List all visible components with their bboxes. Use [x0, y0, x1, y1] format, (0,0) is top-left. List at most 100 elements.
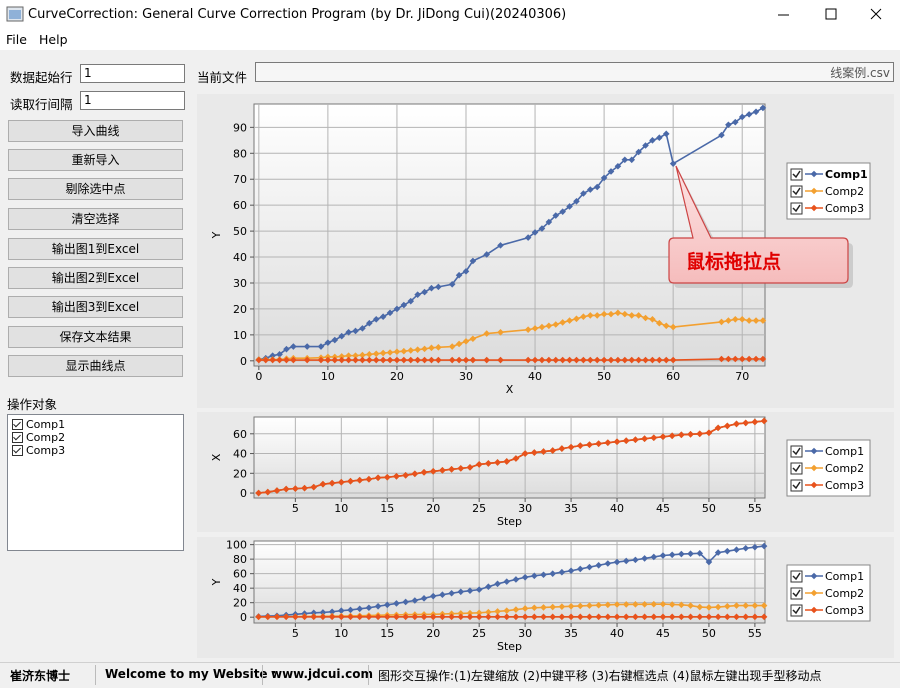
close-button[interactable]: [870, 8, 882, 20]
legend-entry[interactable]: Comp2: [790, 587, 864, 600]
data-point: [365, 475, 373, 483]
data-point: [483, 251, 491, 258]
data-point: [642, 314, 649, 322]
data-point: [407, 347, 415, 354]
data-point: [607, 168, 615, 175]
text-input[interactable]: 1: [80, 91, 185, 110]
y-axis-label: Y: [210, 231, 223, 239]
list-item[interactable]: Comp1: [12, 418, 65, 431]
button[interactable]: 剔除选中点: [8, 178, 183, 200]
data-point: [455, 340, 463, 348]
data-point: [393, 348, 401, 356]
data-point: [494, 608, 501, 615]
data-point: [586, 312, 594, 319]
data-point: [475, 461, 483, 468]
data-point: [356, 605, 363, 613]
data-point: [580, 356, 587, 364]
button[interactable]: 导入曲线: [8, 120, 183, 142]
x-tick-label: 30: [459, 370, 473, 383]
data-point: [668, 601, 676, 608]
data-point: [593, 312, 601, 319]
x-tick-label: 50: [702, 502, 716, 515]
data-point: [282, 613, 290, 621]
data-point: [567, 603, 575, 610]
data-point: [738, 113, 746, 121]
data-point: [567, 443, 575, 451]
data-point: [466, 609, 474, 617]
data-point: [614, 309, 622, 317]
data-point: [462, 338, 470, 345]
legend-entry[interactable]: Comp1: [790, 445, 864, 458]
data-point: [604, 613, 612, 621]
data-point: [649, 316, 656, 323]
data-point: [512, 455, 520, 462]
list-item[interactable]: Comp2: [12, 431, 65, 444]
button[interactable]: 显示曲线点: [8, 355, 183, 377]
data-point: [593, 356, 601, 364]
data-point: [531, 325, 539, 332]
data-point: [379, 313, 387, 321]
data-point: [462, 356, 470, 364]
status-link[interactable]: www.jdcui.com: [271, 667, 373, 681]
legend-check: [792, 606, 801, 615]
data-point: [558, 445, 566, 452]
data-point: [540, 571, 547, 579]
data-point: [649, 137, 656, 144]
data-point: [383, 613, 391, 621]
legend-entry[interactable]: Comp1: [790, 570, 864, 583]
data-point: [448, 280, 456, 288]
data-point: [600, 174, 608, 182]
list-item[interactable]: Comp3: [12, 444, 65, 457]
data-point: [462, 268, 470, 275]
data-point: [725, 121, 732, 129]
legend-entry[interactable]: Comp2: [790, 185, 864, 198]
data-point: [457, 588, 465, 596]
data-point: [393, 600, 400, 607]
data-point: [407, 297, 415, 305]
legend-check: [792, 170, 801, 179]
data-point: [269, 356, 276, 364]
data-point: [752, 355, 760, 363]
data-point: [521, 573, 529, 581]
data-point: [338, 613, 345, 621]
menu-item[interactable]: Help: [39, 32, 68, 47]
data-point: [429, 613, 437, 621]
legend-entry[interactable]: Comp1: [790, 168, 868, 181]
data-point: [366, 319, 373, 327]
button[interactable]: 输出图3到Excel: [8, 296, 183, 318]
button[interactable]: 保存文本结果: [8, 326, 183, 348]
text-input[interactable]: 1: [80, 64, 185, 83]
data-point: [586, 356, 594, 364]
menu-item[interactable]: File: [6, 32, 27, 47]
data-point: [531, 572, 538, 580]
data-point: [420, 469, 428, 476]
data-point: [264, 613, 272, 621]
button[interactable]: 清空选择: [8, 208, 183, 230]
legend-entry[interactable]: Comp3: [790, 202, 864, 215]
data-point: [573, 315, 580, 323]
data-point: [448, 466, 455, 473]
button[interactable]: 输出图1到Excel: [8, 238, 183, 260]
button[interactable]: 重新导入: [8, 149, 183, 171]
data-point: [347, 613, 354, 621]
legend-entry[interactable]: Comp3: [790, 604, 864, 617]
data-point: [273, 613, 281, 621]
maximize-button[interactable]: [825, 8, 837, 20]
data-point: [559, 356, 566, 364]
legend-checkbox: [790, 479, 803, 492]
data-point: [290, 343, 297, 350]
data-point: [400, 301, 408, 309]
x-tick-label: 20: [426, 502, 440, 515]
y-tick-label: 70: [233, 173, 247, 186]
data-point: [628, 156, 636, 164]
legend-check: [792, 204, 801, 213]
legend-entry[interactable]: Comp3: [790, 479, 864, 492]
data-point: [604, 601, 612, 609]
legend-entry[interactable]: Comp2: [790, 462, 864, 475]
data-point: [725, 355, 732, 363]
button[interactable]: 输出图2到Excel: [8, 267, 183, 289]
data-point: [595, 440, 602, 447]
legend-label: Comp1: [825, 570, 864, 583]
data-point: [718, 131, 725, 139]
x-tick-label: 45: [656, 502, 670, 515]
